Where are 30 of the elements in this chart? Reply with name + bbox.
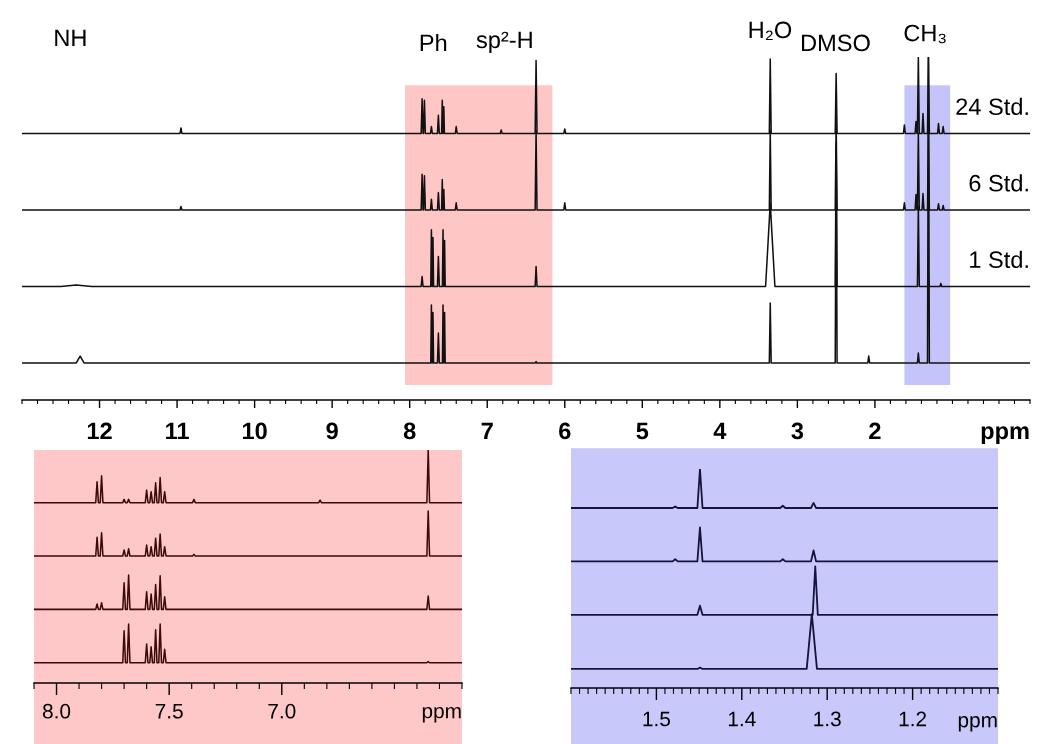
x-tick-label: 1.5 <box>643 711 671 727</box>
x-tick-label: 1.3 <box>814 711 841 727</box>
x-tick-label: 11 <box>166 422 189 440</box>
x-tick-label: 9 <box>326 422 338 440</box>
x-tick-label: 6 <box>559 422 571 440</box>
x-tick-label: 7.5 <box>155 704 183 719</box>
series-label: 24 Std. <box>956 97 1028 116</box>
x-tick-label: 12 <box>87 422 112 440</box>
x-tick-label: 8 <box>403 422 416 440</box>
x-axis-title: ppm <box>981 426 1029 444</box>
text: sp²-H <box>476 31 532 53</box>
series-label: 1 Std. <box>970 250 1028 269</box>
x-tick-label: 7 <box>481 422 493 440</box>
x-tick-label: 1.2 <box>899 711 927 727</box>
text: NH <box>55 29 86 46</box>
x-axis-title: ppm <box>958 715 997 732</box>
series-label: 6 Std. <box>969 174 1028 192</box>
text: DMSO <box>801 34 870 52</box>
x-tick-label: 8.0 <box>42 703 71 719</box>
text: CH₃ <box>904 24 946 44</box>
x-tick-label: 4 <box>713 422 727 440</box>
x-axis-title: ppm <box>422 706 461 723</box>
x-tick-label: 5 <box>636 422 649 440</box>
x-tick-label: 10 <box>242 422 267 440</box>
text: H₂O <box>749 21 792 41</box>
x-tick-label: 3 <box>791 422 804 440</box>
x-tick-label: 2 <box>869 422 881 440</box>
x-tick-label: 7.0 <box>268 703 296 719</box>
text: Ph <box>420 33 447 52</box>
x-tick-label: 1.4 <box>728 711 756 727</box>
